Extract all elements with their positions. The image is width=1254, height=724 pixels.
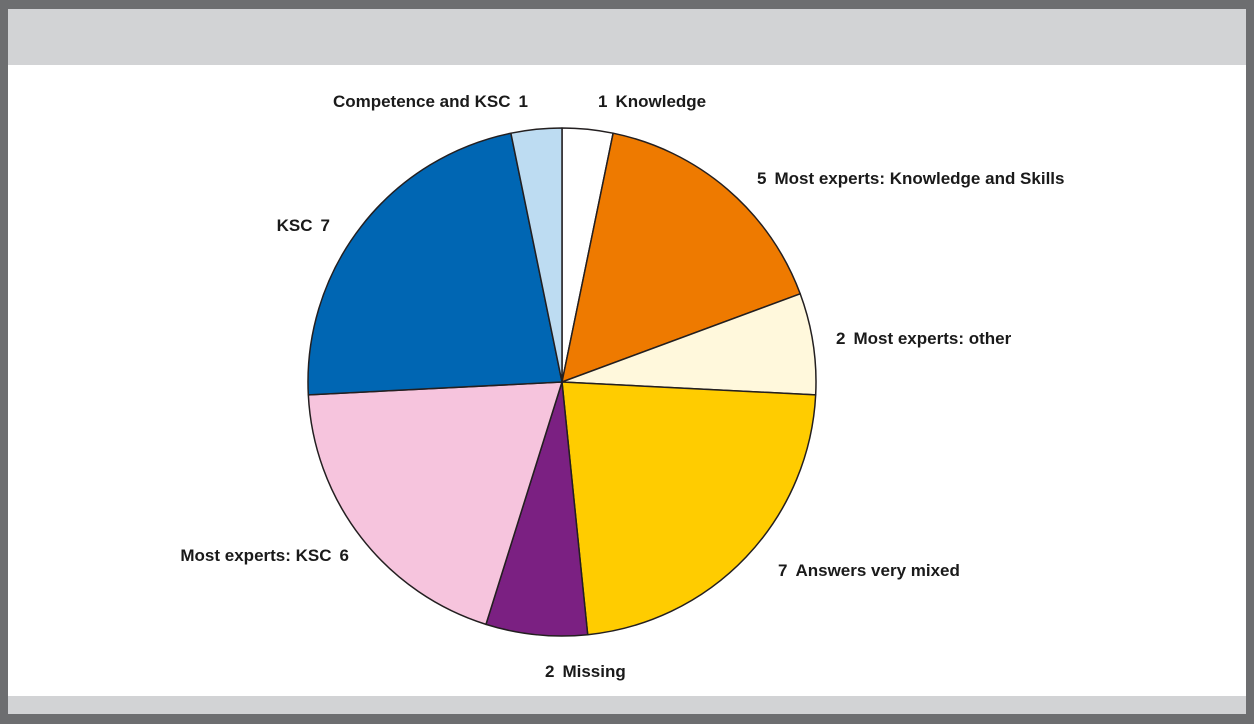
slice-value: 5 [757, 169, 766, 188]
top-band [8, 9, 1246, 65]
slice-label: 2 Most experts: other [836, 329, 1012, 348]
labels: 1 Knowledge 5 Most experts: Knowledge and S… [180, 92, 1064, 681]
slice-value: 6 [340, 546, 349, 565]
slice-name: Answers very mixed [795, 561, 959, 580]
slice-label: 2 Missing [545, 662, 626, 681]
slice-name: KSC [277, 216, 313, 235]
slice-label: 7 Answers very mixed [778, 561, 960, 580]
slice-value: 7 [321, 216, 330, 235]
slice-label: 1 Knowledge [598, 92, 706, 111]
slice-label: KSC 7 [277, 216, 330, 235]
pie [307, 127, 817, 637]
slice-name: Most experts: other [853, 329, 1011, 348]
pie-slice [307, 132, 563, 396]
slice-value: 1 [598, 92, 607, 111]
slice-name: Knowledge [615, 92, 706, 111]
bottom-band [8, 696, 1246, 714]
slice-name: Most experts: Knowledge and Skills [774, 169, 1064, 188]
pie-slice [561, 381, 817, 636]
pie-slice [307, 381, 563, 626]
slice-label: Competence and KSC 1 [333, 92, 528, 111]
pie-slice [510, 127, 563, 383]
slice-value: 2 [545, 662, 554, 681]
slice-value: 2 [836, 329, 845, 348]
pie-slice [561, 132, 801, 383]
slice-value: 1 [519, 92, 528, 111]
slice-label: 5 Most experts: Knowledge and Skills [757, 169, 1064, 188]
slice-name: Most experts: KSC [180, 546, 331, 565]
slice-name: Competence and KSC [333, 92, 511, 111]
slice-name: Missing [562, 662, 625, 681]
slice-label: Most experts: KSC 6 [180, 546, 349, 565]
slice-value: 7 [778, 561, 787, 580]
